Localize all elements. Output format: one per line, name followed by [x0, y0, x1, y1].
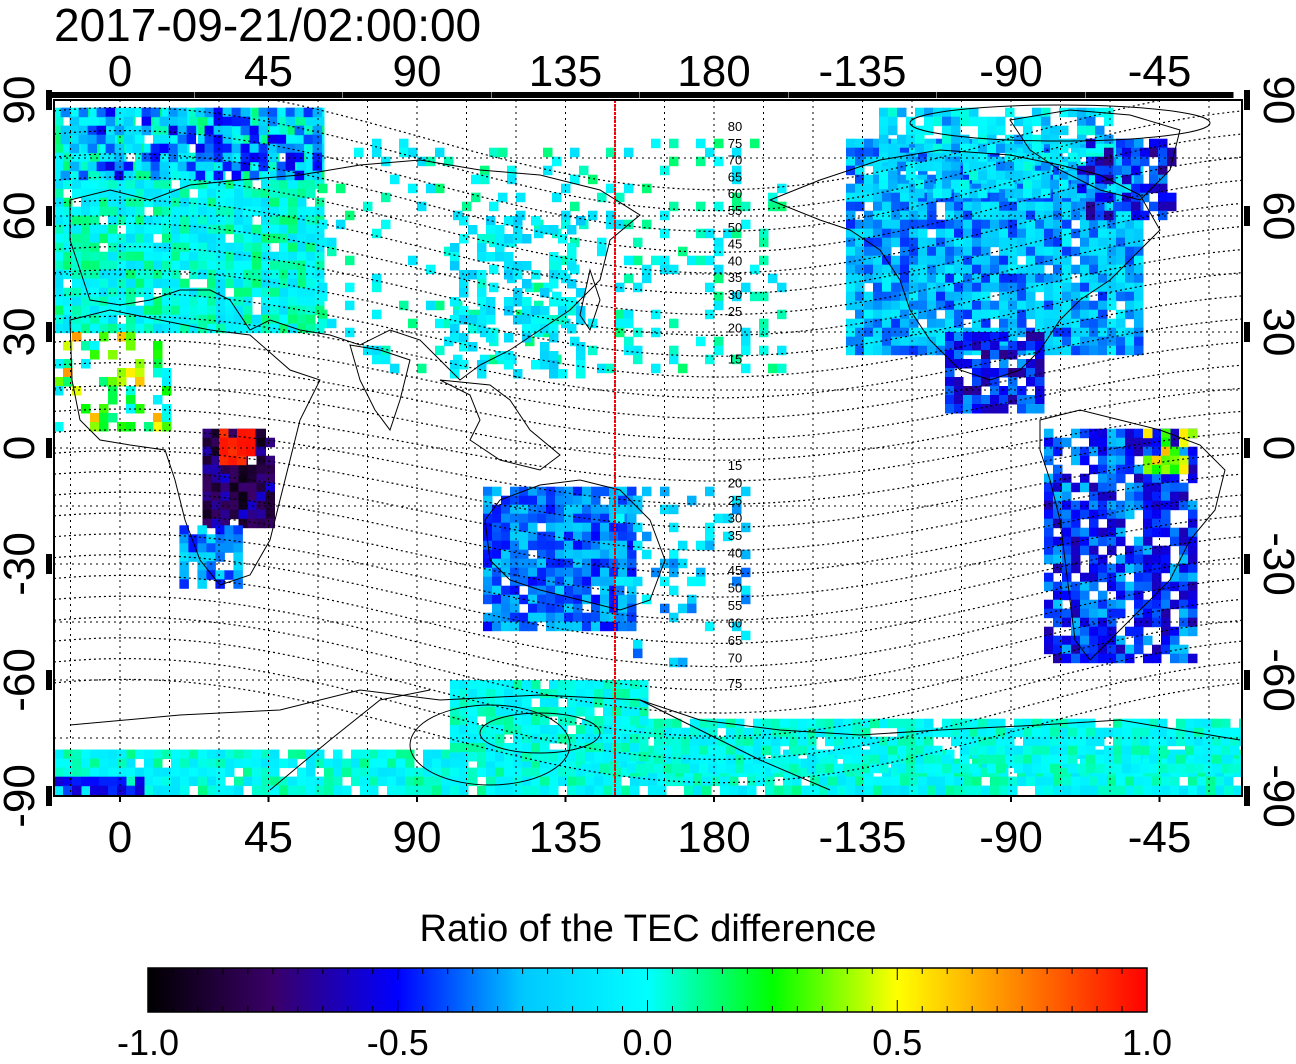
colorbar-tick-label: -0.5 — [366, 1022, 429, 1063]
contour-label: 25 — [728, 304, 742, 319]
contour-lines — [54, 100, 1242, 784]
top-lon-tick: -45 — [1128, 47, 1192, 96]
top-lon-tick: -135 — [818, 47, 906, 96]
contour-label: 70 — [728, 651, 742, 666]
contour-label: 55 — [728, 203, 742, 218]
contour-label: 45 — [728, 563, 742, 578]
left-lat-tick: 90 — [0, 76, 44, 125]
contour-label: 80 — [728, 119, 742, 134]
contour-label: 30 — [728, 511, 742, 526]
colorbar-tick-label: -1.0 — [116, 1022, 180, 1063]
contour-label: 50 — [728, 581, 742, 596]
contour-label: 70 — [728, 153, 742, 168]
left-lat-tick: -60 — [0, 648, 44, 712]
bottom-lon-tick: -135 — [818, 813, 906, 862]
left-lat-tick: 30 — [0, 308, 44, 357]
top-lon-tick: 180 — [677, 47, 750, 96]
top-lon-tick: 45 — [244, 47, 293, 96]
contour-label: 15 — [728, 351, 742, 366]
bottom-lon-tick: -90 — [979, 813, 1043, 862]
right-lat-tick: 60 — [1254, 192, 1296, 241]
right-lat-tick: -90 — [1254, 764, 1296, 828]
bottom-lon-tick: 0 — [108, 813, 132, 862]
bottom-lon-tick: 135 — [529, 813, 602, 862]
top-lon-tick: 0 — [108, 47, 132, 96]
contour-label: 20 — [728, 476, 742, 491]
right-lat-tick: -60 — [1254, 648, 1296, 712]
top-lon-tick: -90 — [979, 47, 1043, 96]
right-lat-tick: 0 — [1254, 436, 1296, 460]
contour-label: 30 — [728, 287, 742, 302]
bottom-lon-tick: 180 — [677, 813, 750, 862]
contour-label: 35 — [728, 528, 742, 543]
right-lat-tick: -30 — [1254, 532, 1296, 596]
contour-label: 20 — [728, 321, 742, 336]
contour-label: 25 — [728, 493, 742, 508]
bottom-lon-tick: 90 — [393, 813, 442, 862]
left-lat-tick: -30 — [0, 532, 44, 596]
colorbar-tick-label: 0.5 — [872, 1022, 923, 1063]
colorbar-tick-label: 0.0 — [622, 1022, 673, 1063]
colorbar-tick-label: 1.0 — [1121, 1022, 1173, 1063]
right-lat-tick: 90 — [1254, 76, 1296, 125]
left-lat-tick: -90 — [0, 764, 44, 828]
right-lat-tick: 30 — [1254, 308, 1296, 357]
map-frame — [53, 99, 1243, 797]
bottom-lon-tick: 45 — [244, 813, 293, 862]
contour-label: 55 — [728, 598, 742, 613]
contour-label: 50 — [728, 220, 742, 235]
contour-label: 65 — [728, 633, 742, 648]
contour-label: 35 — [728, 270, 742, 285]
contour-labels: 8075706560555045403530252015152025303540… — [728, 119, 742, 691]
contour-label: 60 — [728, 616, 742, 631]
contour-label: 45 — [728, 237, 742, 252]
contour-label: 65 — [728, 169, 742, 184]
left-lat-tick: 60 — [0, 192, 44, 241]
contour-label: 40 — [728, 546, 742, 561]
colorbar-title: Ratio of the TEC difference — [419, 908, 877, 950]
axes: 0 45 90 135 180 -135 -90 -45 0 45 90 135 180 -135 -90 -… — [0, 47, 1296, 862]
contour-label: 75 — [728, 136, 742, 151]
top-lon-tick: 135 — [529, 47, 602, 96]
grid-lines — [54, 100, 1242, 796]
contour-label: 60 — [728, 186, 742, 201]
left-lat-tick: 0 — [0, 436, 44, 460]
map-title: 2017-09-21/02:00:00 — [54, 0, 482, 51]
contour-label: 75 — [728, 676, 742, 691]
contour-label: 40 — [728, 253, 742, 268]
colorbar-ticks — [147, 968, 1148, 1012]
contour-label: 15 — [728, 458, 742, 473]
top-lon-tick: 90 — [393, 47, 442, 96]
bottom-lon-tick: -45 — [1128, 813, 1192, 862]
